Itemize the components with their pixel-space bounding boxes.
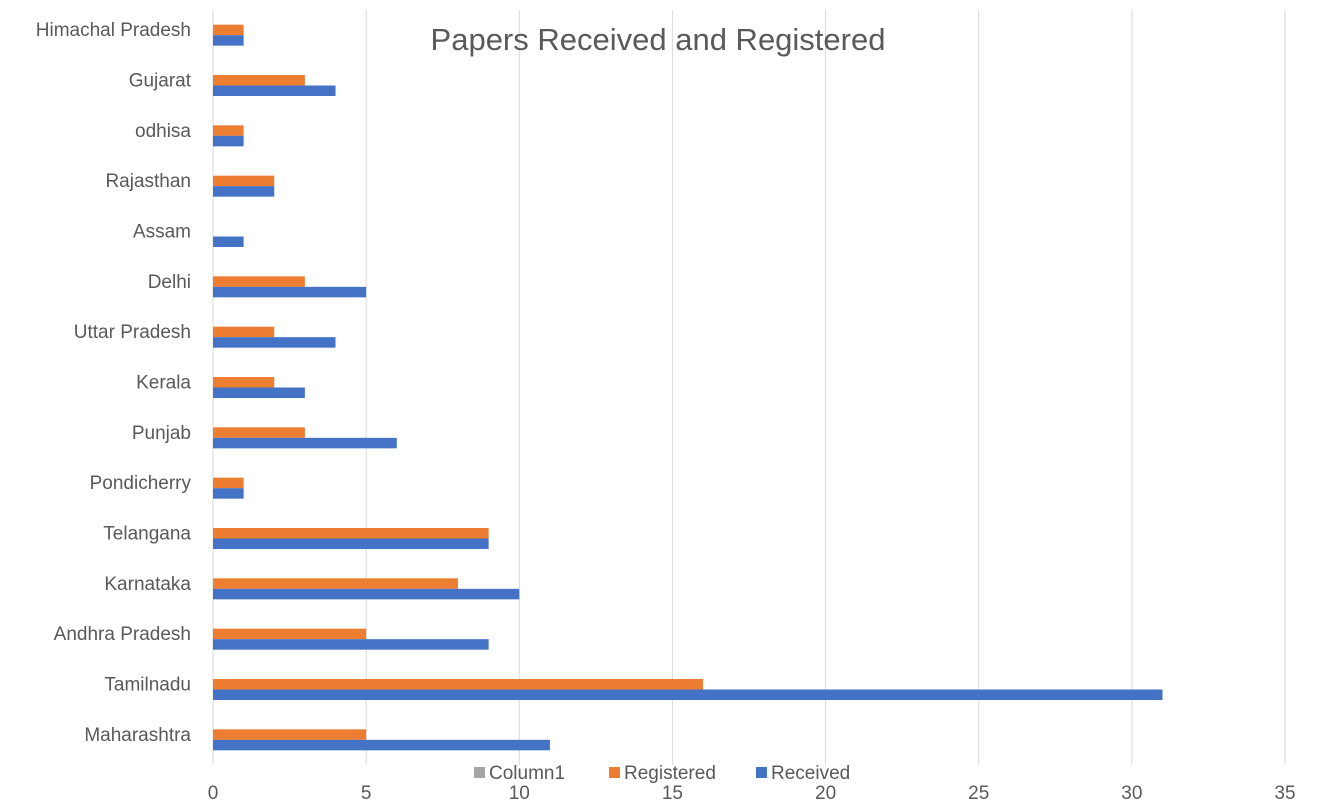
bar-registered: [213, 628, 367, 640]
legend-label-received: Received: [771, 763, 850, 784]
legend-swatch-column1: [474, 767, 485, 778]
bar-received: [213, 135, 244, 147]
category-label: Maharashtra: [84, 725, 191, 746]
x-tick-label: 15: [662, 783, 683, 804]
category-labels: Maharashtra Tamilnadu Andhra Pradesh Karnat…: [36, 20, 192, 746]
bar-received: [213, 588, 520, 600]
category-label: Andhra Pradesh: [54, 624, 191, 645]
bar-registered: [213, 377, 275, 388]
bar-registered: [213, 125, 244, 136]
gridlines: [212, 10, 1286, 765]
category-label: Kerala: [136, 373, 191, 394]
chart-title: Papers Received and Registered: [431, 22, 886, 57]
bar-received: [213, 286, 367, 298]
category-label: odhisa: [135, 121, 191, 142]
category-label: Telangana: [103, 524, 191, 545]
legend: Column1 Registered Received: [474, 763, 850, 784]
category-label: Karnataka: [104, 574, 191, 595]
bar-registered: [213, 477, 244, 489]
x-tick-label: 25: [968, 783, 989, 804]
x-tick-label: 35: [1274, 783, 1295, 804]
category-label: Punjab: [132, 423, 191, 444]
bar-received: [213, 437, 397, 449]
category-label: Pondicherry: [90, 473, 192, 494]
x-tick-label: 30: [1121, 783, 1142, 804]
bar-received: [213, 488, 244, 499]
legend-swatch-received: [756, 767, 767, 778]
bar-received: [213, 186, 275, 197]
category-label: Gujarat: [129, 71, 192, 92]
bar-registered: [213, 24, 244, 36]
bar-received: [213, 387, 305, 398]
bar-registered: [213, 528, 489, 539]
bar-received: [213, 337, 336, 348]
x-axis-tick-labels: 0 5 10 15 20 25 30 35: [208, 783, 1296, 804]
legend-swatch-registered: [609, 767, 620, 778]
bars: [213, 24, 1163, 751]
bar-received: [213, 639, 489, 650]
x-tick-label: 0: [208, 783, 219, 804]
legend-label-registered: Registered: [624, 763, 716, 784]
x-tick-label: 5: [361, 783, 372, 804]
x-tick-label: 20: [815, 783, 836, 804]
bar-registered: [213, 326, 275, 338]
bar-received: [213, 739, 550, 751]
bar-registered: [213, 276, 305, 287]
category-label: Rajasthan: [105, 171, 191, 192]
bar-registered: [213, 578, 459, 589]
category-label: Uttar Pradesh: [74, 322, 191, 343]
category-label: Himachal Pradesh: [36, 20, 191, 41]
bar-registered: [213, 427, 305, 438]
legend-label-column1: Column1: [489, 763, 565, 784]
category-label: Assam: [133, 222, 191, 243]
bar-registered: [213, 679, 704, 690]
bar-received: [213, 35, 244, 46]
category-label: Delhi: [148, 272, 191, 293]
category-label: Tamilnadu: [104, 675, 191, 696]
bar-registered: [213, 75, 305, 86]
bar-registered: [213, 729, 367, 740]
bar-received: [213, 236, 244, 247]
bar-received: [213, 85, 336, 96]
bar-registered: [213, 175, 275, 187]
bar-received: [213, 689, 1163, 700]
bar-received: [213, 538, 489, 549]
x-tick-label: 10: [509, 783, 530, 804]
